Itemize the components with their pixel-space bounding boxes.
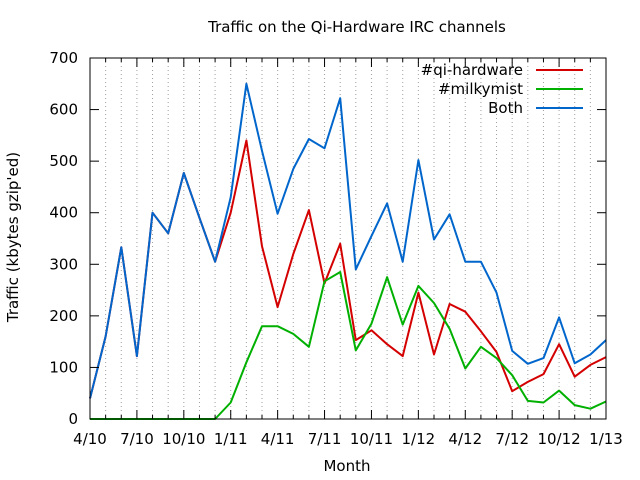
y-tick-label: 400 [49,204,78,222]
legend-label: #qi-hardware [421,61,523,79]
legend-label: #milkymist [438,80,523,98]
plot-frame [89,57,607,420]
x-tick-label: 1/13 [589,430,623,448]
x-tick-label: 7/12 [495,430,529,448]
y-tick-label: 300 [49,255,78,273]
x-tick-label: 10/10 [162,430,205,448]
x-tick-label: 4/11 [261,430,295,448]
axis-layer: 0 100 200 300 400 500 600 700 4/10 7/10 10/10 1/11 4… [49,49,622,448]
chart-title: Traffic on the Qi-Hardware IRC channels [207,18,506,36]
y-tick-label: 0 [68,410,78,428]
y-axis-title: Traffic (kbytes gzip'ed) [4,152,22,323]
x-tick-label: 7/11 [308,430,342,448]
x-tick-label: 1/11 [214,430,248,448]
y-tick-label: 700 [49,49,78,67]
y-tick-label: 500 [49,152,78,170]
y-tick-label: 100 [49,358,78,376]
x-tick-label: 4/12 [448,430,482,448]
series-layer [89,82,607,420]
x-tick-label: 1/12 [402,430,436,448]
x-tick-label: 10/12 [537,430,580,448]
x-axis-title: Month [323,457,370,475]
x-tick-label: 4/10 [73,430,107,448]
y-tick-label: 600 [49,101,78,119]
legend-label: Both [488,99,523,117]
series-line [89,82,607,399]
x-tick-label: 10/11 [350,430,393,448]
y-tick-label: 200 [49,307,78,325]
x-tick-label: 7/10 [120,430,154,448]
